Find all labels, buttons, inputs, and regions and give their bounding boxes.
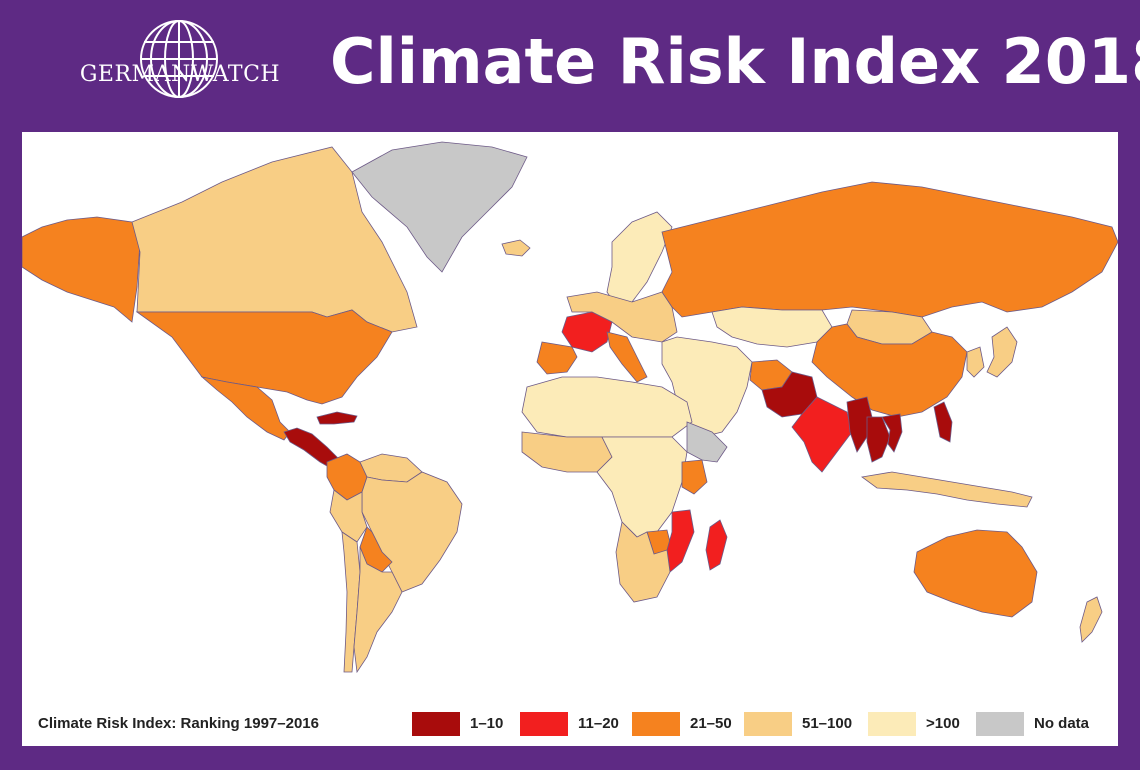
world-map-svg	[22, 141, 1118, 674]
legend-swatch	[868, 712, 916, 736]
map-legend: Climate Risk Index: Ranking 1997–2016 1–…	[22, 704, 1118, 746]
region-iceland	[501, 239, 531, 257]
world-map	[22, 132, 1118, 704]
region-russia	[661, 181, 1118, 318]
globe-icon	[140, 20, 218, 98]
region-italy	[606, 331, 648, 383]
legend-title: Climate Risk Index: Ranking 1997–2016	[38, 715, 319, 732]
legend-label: 51–100	[802, 715, 853, 732]
region-madagascar	[705, 519, 728, 571]
region-china	[811, 323, 968, 418]
legend-label: >100	[926, 715, 960, 732]
region-greenland	[351, 141, 528, 273]
region-kazakhstan	[711, 306, 833, 348]
region-argentina	[353, 546, 403, 674]
region-indonesia	[860, 471, 1033, 508]
region-france	[561, 311, 613, 353]
legend-label: 1–10	[470, 715, 504, 732]
region-korea	[966, 346, 985, 378]
legend-swatch	[632, 712, 680, 736]
logo-text: GERMANWATCH	[79, 62, 281, 87]
region-australia	[913, 529, 1038, 618]
legend-swatch	[412, 712, 460, 736]
region-west-africa	[521, 431, 613, 473]
region-philippines	[933, 401, 953, 443]
region-chile	[341, 531, 361, 673]
legend-label: 21–50	[690, 715, 732, 732]
region-usa	[135, 309, 393, 405]
region-alaska	[22, 216, 141, 323]
region-japan	[986, 326, 1018, 378]
region-kenya	[681, 459, 708, 495]
region-scandinavia	[606, 211, 673, 308]
legend-swatch	[520, 712, 568, 736]
region-india	[791, 396, 853, 473]
region-spain	[536, 341, 578, 375]
legend-swatch	[744, 712, 792, 736]
region-vietnam	[881, 413, 903, 453]
legend-label: 11–20	[578, 715, 619, 732]
legend-label: No data	[1034, 715, 1090, 732]
region-new-zealand	[1079, 596, 1103, 643]
region-horn-of-africa	[686, 421, 728, 463]
region-southern-africa	[615, 521, 671, 603]
region-caribbean	[316, 411, 358, 425]
region-mozambique	[666, 509, 695, 573]
region-western-europe	[566, 291, 678, 343]
germanwatch-logo: GERMANWATCH	[70, 18, 290, 108]
legend-swatch	[976, 712, 1024, 736]
header: GERMANWATCH Climate Risk Index 2018	[0, 0, 1140, 128]
page-title: Climate Risk Index 2018	[330, 25, 1140, 98]
region-north-africa	[521, 376, 693, 438]
